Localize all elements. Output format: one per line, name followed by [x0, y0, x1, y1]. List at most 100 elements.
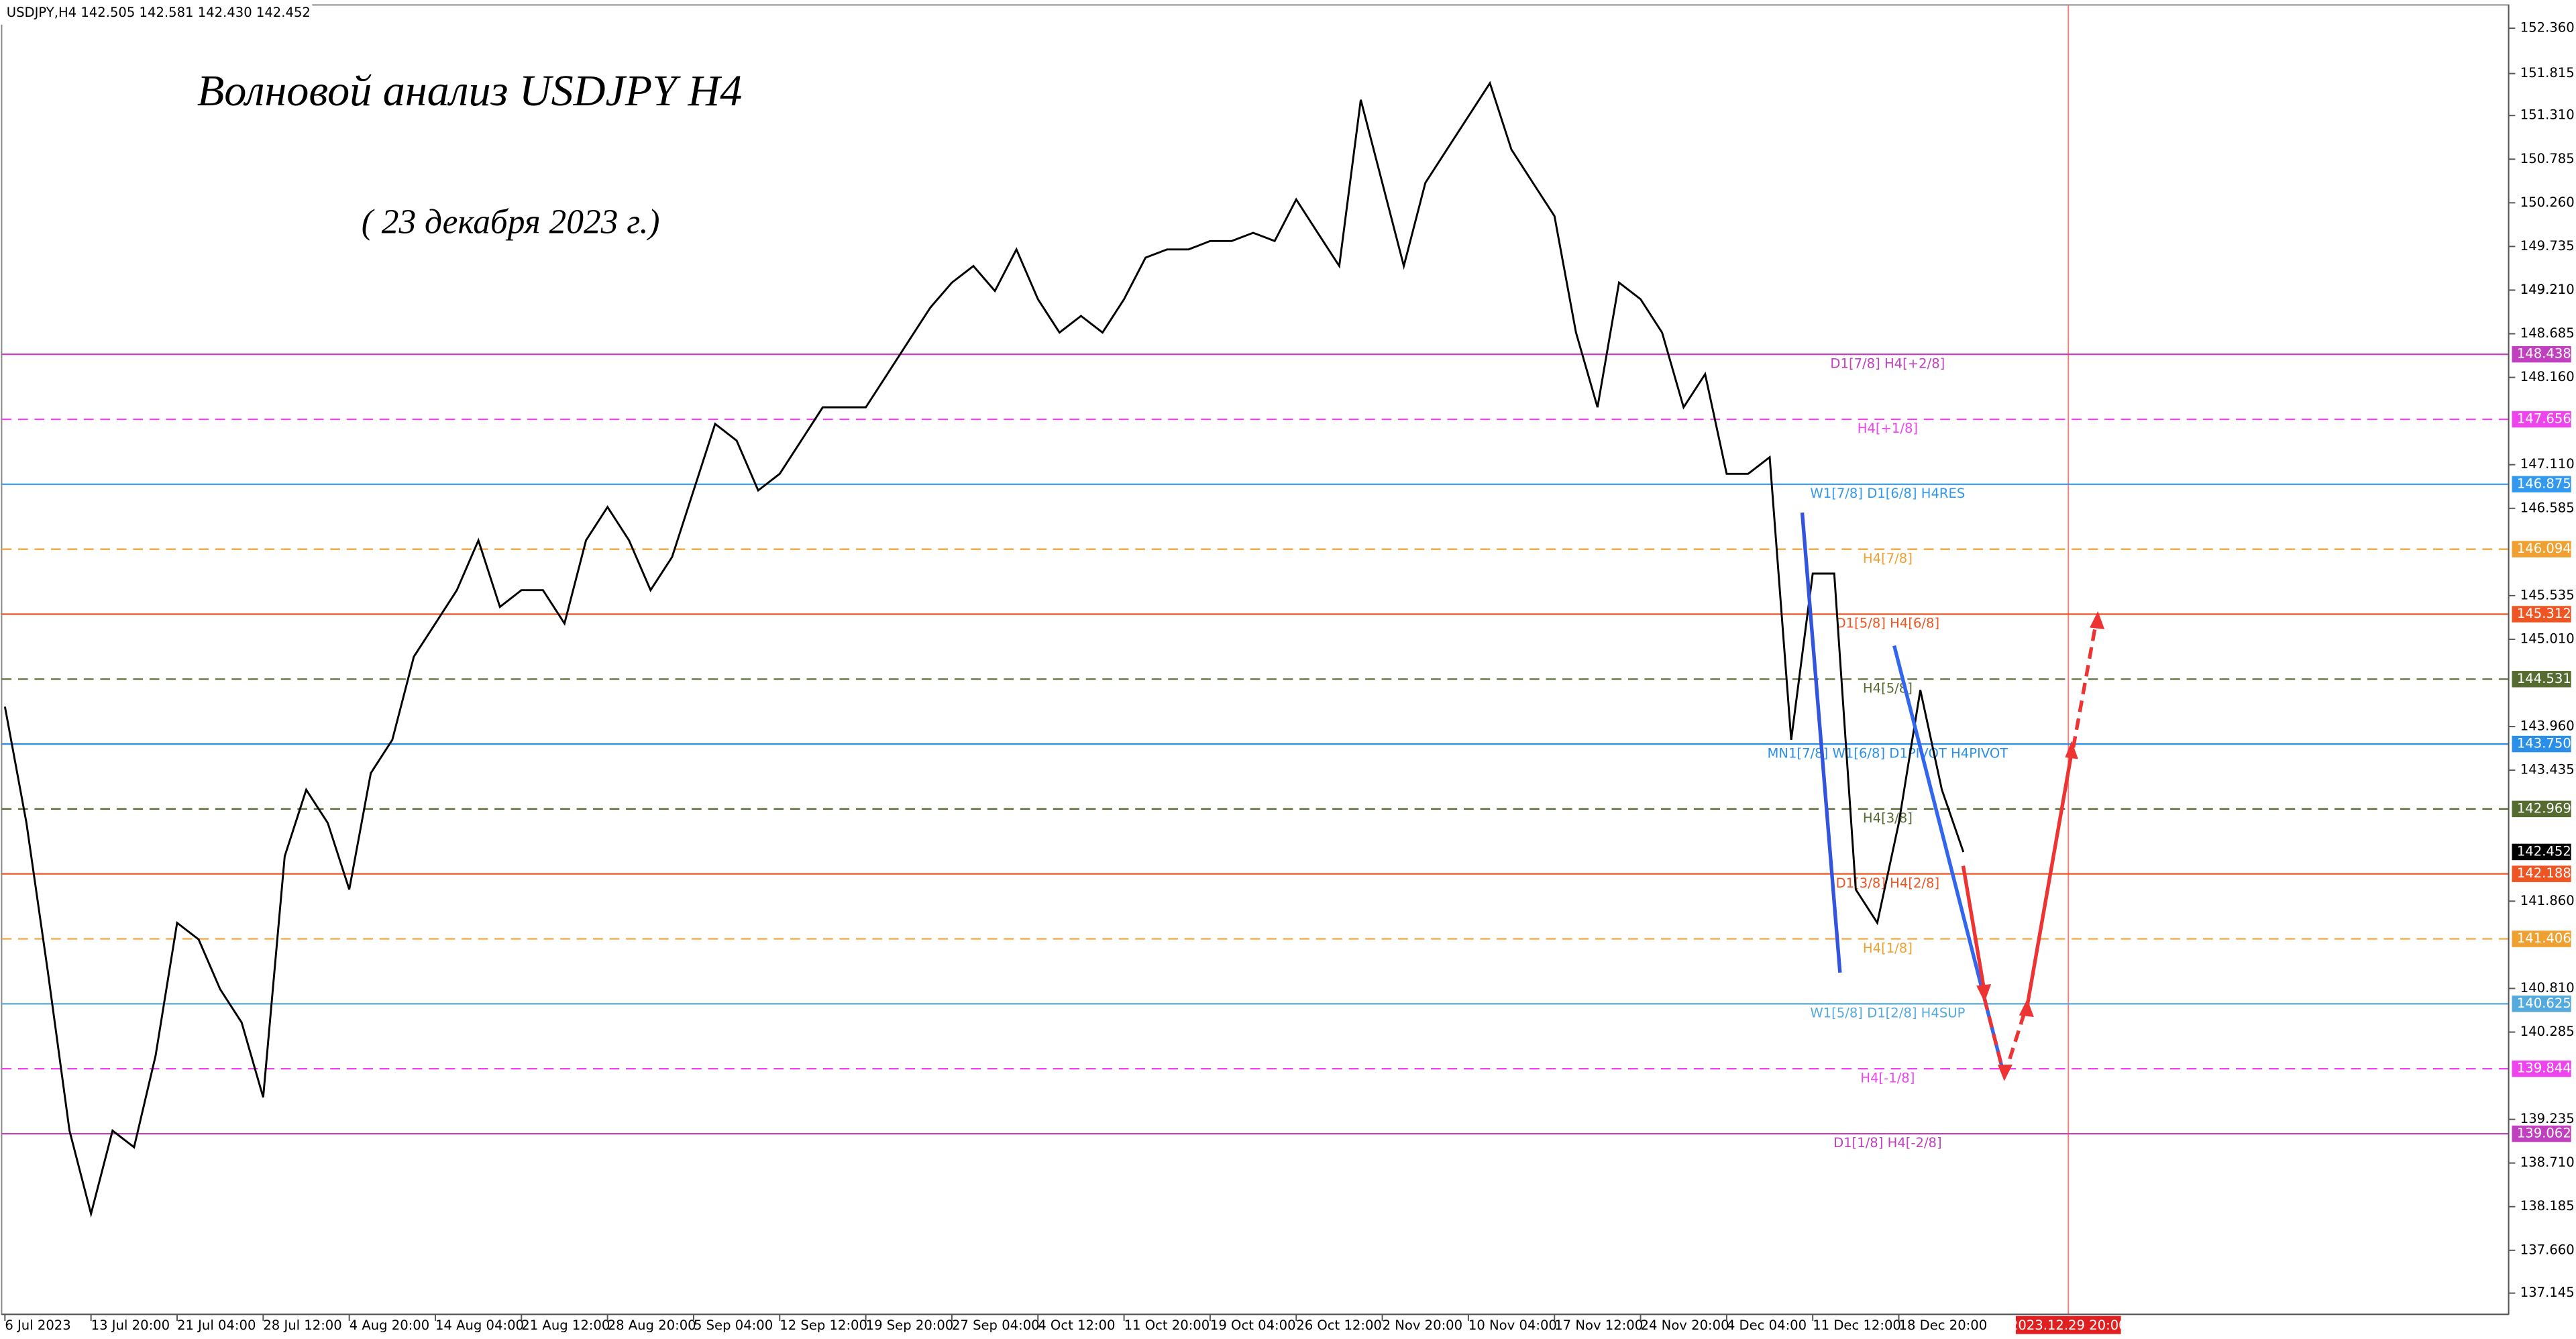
level-name: H4[7/8] — [1863, 551, 1913, 566]
forecast-line — [1982, 998, 2006, 1077]
level-tag-label: 143.750 — [2517, 736, 2571, 751]
y-tick-label: 150.785 — [2520, 151, 2575, 166]
wave-line — [1800, 512, 1842, 973]
x-tick-label: 14 Aug 04:00 — [435, 1318, 524, 1333]
level-tag — [2512, 476, 2571, 493]
y-tick-label: 137.145 — [2520, 1285, 2575, 1300]
chart-subtitle: ( 23 декабря 2023 г.) — [362, 203, 660, 241]
y-tick-label: 147.110 — [2520, 456, 2575, 472]
level-tag — [2512, 1125, 2571, 1142]
x-tick-label: 21 Aug 12:00 — [521, 1318, 610, 1333]
x-tick-label: 21 Jul 04:00 — [177, 1318, 256, 1333]
level-name: H4[-1/8] — [1860, 1070, 1915, 1085]
last-price-label: 142.452 — [2517, 843, 2571, 859]
wave-annotations — [1800, 512, 2105, 1081]
y-tick-label: 150.260 — [2520, 195, 2575, 210]
level-tag-label: 142.188 — [2517, 865, 2571, 881]
x-tick-label: 4 Aug 20:00 — [350, 1318, 430, 1333]
x-tick-label: 6 Jul 2023 — [5, 1318, 70, 1333]
level-tag — [2512, 800, 2571, 818]
y-tick-label: 146.585 — [2520, 500, 2575, 515]
x-tick-label: 19 Oct 04:00 — [1210, 1318, 1296, 1333]
y-tick-label: 138.710 — [2520, 1155, 2575, 1170]
header: USDJPY,H4 142.505 142.581 142.430 142.45… — [7, 5, 311, 20]
y-tick-label: 139.235 — [2520, 1111, 2575, 1126]
level-tag-label: 146.094 — [2517, 541, 2571, 556]
y-tick-label: 141.860 — [2520, 893, 2575, 908]
level-tag-label: 140.625 — [2517, 996, 2571, 1011]
cursor-label: 2023.12.29 20:00 — [2010, 1318, 2127, 1333]
level-name: H4[3/8] — [1863, 810, 1913, 826]
level-tag-label: 146.875 — [2517, 476, 2571, 491]
y-tick-label: 143.960 — [2520, 718, 2575, 734]
axis-bg — [2510, 0, 2576, 1339]
x-tick-label: 28 Jul 12:00 — [263, 1318, 341, 1333]
x-tick-label: 24 Nov 20:00 — [1641, 1318, 1729, 1333]
level-tag-label: 144.531 — [2517, 671, 2571, 686]
level-name: D1[5/8] H4[6/8] — [1836, 616, 1940, 631]
level-tag — [2512, 411, 2571, 428]
level-tag — [2512, 345, 2571, 363]
x-tick-label: 19 Sep 20:00 — [866, 1318, 954, 1333]
last-price-tag — [2512, 843, 2571, 861]
level-tag — [2512, 996, 2571, 1012]
forecast-line — [2002, 1008, 2028, 1077]
price — [3, 81, 1965, 1218]
y-tick-label: 148.685 — [2520, 325, 2575, 341]
level-name: W1[7/8] D1[6/8] H4RES — [1810, 486, 1965, 501]
level-name: MN1[7/8] W1[6/8] D1PIVOT H4PIVOT — [1767, 745, 2008, 761]
y-tick-label: 145.535 — [2520, 587, 2575, 602]
x-tick-label: 13 Jul 20:00 — [91, 1318, 170, 1333]
price-line — [3, 81, 1965, 1218]
forecast-line — [1961, 865, 1987, 993]
level-tag-label: 145.312 — [2517, 606, 2571, 621]
level-name: H4[5/8] — [1863, 680, 1913, 696]
forecast-line — [2025, 752, 2074, 1006]
level-tag — [2512, 541, 2571, 557]
y-tick-label: 137.660 — [2520, 1242, 2575, 1257]
x-tick-label: 27 Sep 04:00 — [952, 1318, 1040, 1333]
level-tag-label: 142.969 — [2517, 800, 2571, 816]
level-name: D1[3/8] H4[2/8] — [1836, 875, 1940, 891]
y-tick-label: 152.360 — [2520, 20, 2575, 36]
level-tag — [2512, 930, 2571, 947]
y-tick-label: 149.21 — [2520, 282, 2567, 297]
chart-title: Волновой анализ USDJPY H4 — [197, 66, 742, 115]
x-tick-label: 11 Oct 20:00 — [1124, 1318, 1210, 1333]
y-tick-label: 149.210 — [2520, 282, 2575, 297]
level-tag — [2512, 1060, 2571, 1077]
level-tag-label: 148.438 — [2517, 346, 2571, 362]
level-name: D1[7/8] H4[+2/8] — [1830, 356, 1945, 371]
level-tag — [2512, 606, 2571, 623]
x-tick-label: 12 Sep 12:00 — [780, 1318, 867, 1333]
x-tick-label: 11 Dec 12:00 — [1813, 1318, 1901, 1333]
level-tag — [2512, 735, 2571, 753]
y-tick-label: 149.735 — [2520, 238, 2575, 254]
level-name: D1[1/8] H4[-2/8] — [1833, 1135, 1942, 1150]
x-tick-label: 28 Aug 20:00 — [608, 1318, 696, 1333]
y-tick-label: 151.815 — [2520, 65, 2575, 81]
level-tag — [2512, 671, 2571, 688]
forecast-line — [2071, 621, 2098, 748]
y-tick-label: 138.185 — [2520, 1198, 2575, 1214]
x-tick-label: 18 Dec 20:00 — [1899, 1318, 1988, 1333]
x-tick-label: 17 Nov 12:00 — [1554, 1318, 1643, 1333]
level-tag-label: 147.656 — [2517, 411, 2571, 427]
level-tag-label: 139.844 — [2517, 1061, 2571, 1076]
x-tick-label: 26 Oct 12:00 — [1296, 1318, 1382, 1333]
x-tick-label: 5 Sep 04:00 — [694, 1318, 773, 1333]
cursor-tag — [2015, 1316, 2121, 1334]
y-tick-label: 140.810 — [2520, 980, 2575, 996]
level-name: W1[5/8] D1[2/8] H4SUP — [1810, 1006, 1965, 1021]
x-tick-label: 4 Dec 04:00 — [1727, 1318, 1807, 1333]
level-name: H4[+1/8] — [1858, 421, 1918, 436]
level-tag-label: 141.406 — [2517, 930, 2571, 946]
level-name: H4[1/8] — [1863, 941, 1913, 956]
level-tag-label: 139.062 — [2517, 1126, 2571, 1141]
level-tag — [2512, 865, 2571, 882]
y-tick-label: 143.435 — [2520, 762, 2575, 778]
x-tick-label: 4 Oct 12:00 — [1038, 1318, 1115, 1333]
